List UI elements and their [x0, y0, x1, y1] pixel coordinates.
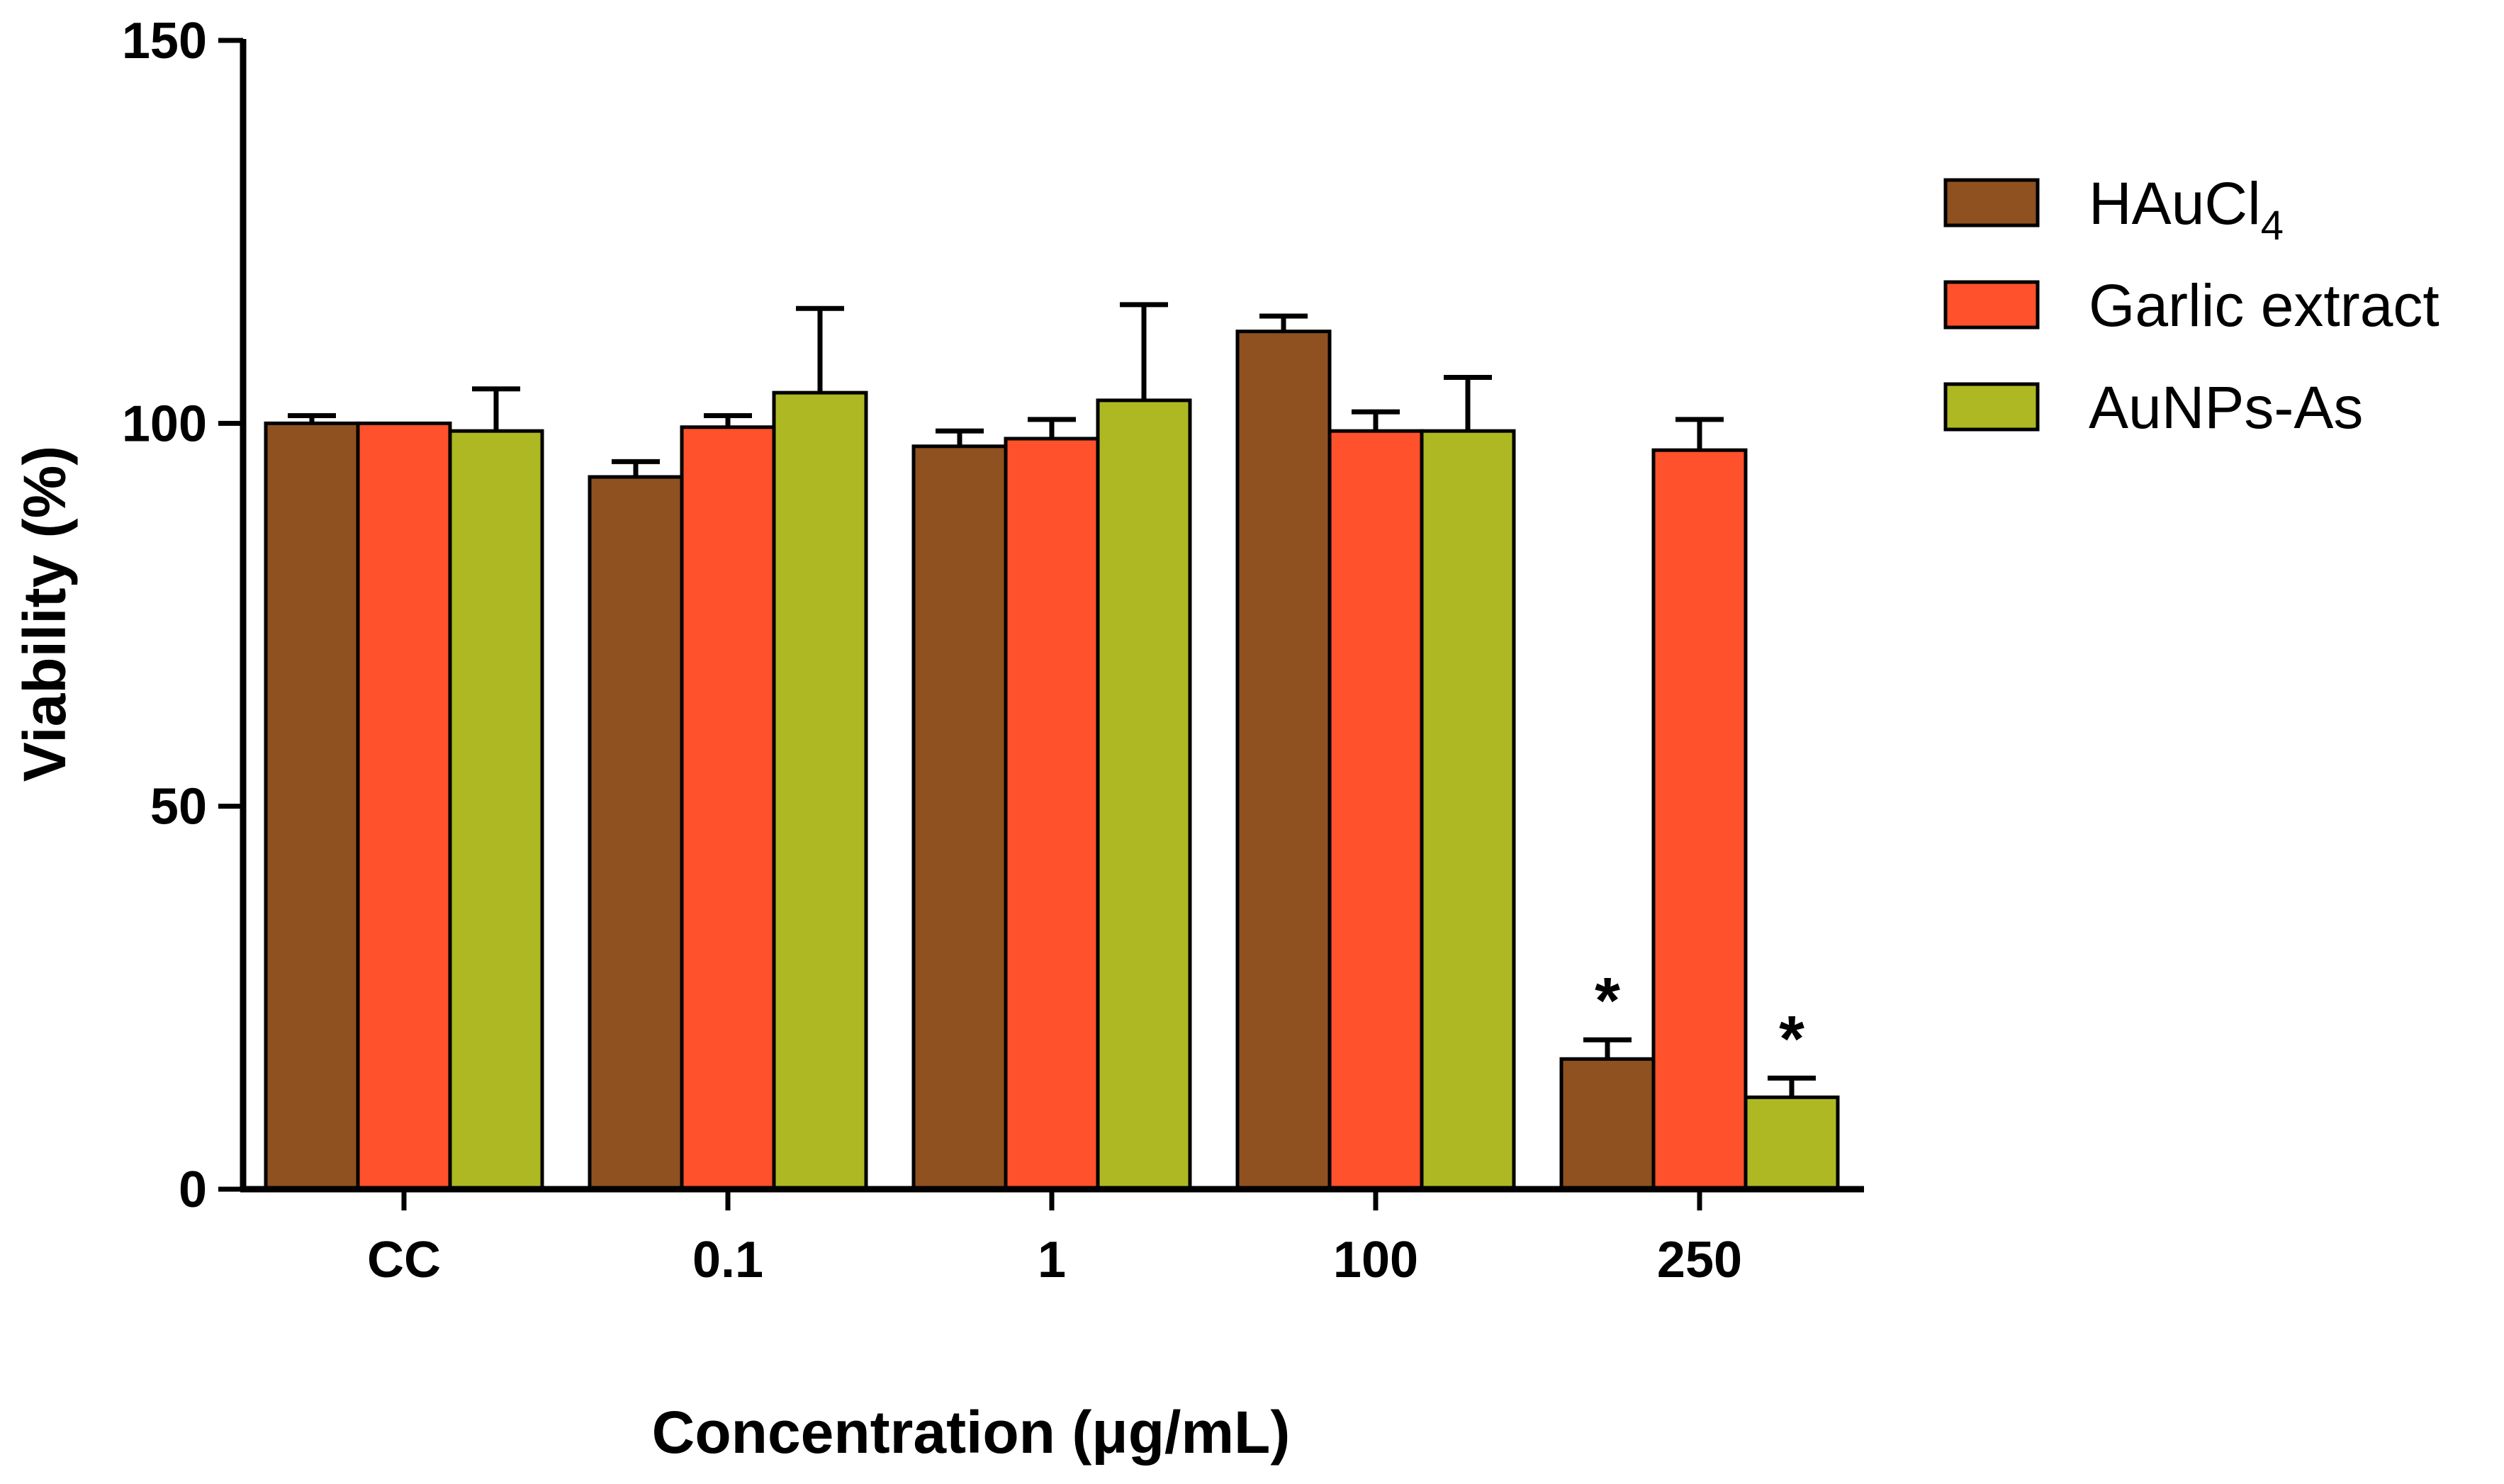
bar-haucl-0.1 — [588, 475, 684, 1191]
y-tick-label-0: 0 — [179, 1162, 207, 1218]
bar-haucl-100 — [1235, 330, 1332, 1191]
legend: HAuCl4 Garlic extract AuNPs-As — [1943, 170, 2440, 441]
x-tick-label-250: 250 — [1657, 1232, 1742, 1288]
legend-swatch-aunps-as — [1943, 382, 2040, 432]
x-tick-label-1: 1 — [1038, 1232, 1066, 1288]
bar-haucl-250 — [1559, 1057, 1656, 1191]
bar-garlic-extract-0.1 — [680, 425, 776, 1191]
bar-aunps-as-0.1 — [772, 390, 868, 1191]
legend-label-haucl: HAuCl4 — [2089, 170, 2284, 249]
ticks-layer: CC 0.1 1 100 250 0 50 100 150 — [122, 13, 1742, 1288]
legend-label-aunps-as: AuNPs-As — [2089, 374, 2363, 441]
error-bars-layer — [288, 302, 1816, 1098]
legend-swatch-haucl — [1943, 178, 2040, 227]
significance-marker-1: * — [1595, 965, 1620, 1037]
bar-aunps-as-250 — [1744, 1095, 1840, 1191]
bar-garlic-extract-250 — [1651, 448, 1748, 1191]
x-axis-title: Concentration (μg/mL) — [652, 1399, 1291, 1466]
bars-layer — [264, 330, 1840, 1191]
legend-swatch-garlic-extract — [1943, 280, 2040, 330]
x-tick-label-0.1: 0.1 — [692, 1232, 763, 1288]
bar-aunps-as-100 — [1420, 429, 1516, 1191]
bar-aunps-as-1 — [1096, 398, 1192, 1191]
x-tick-label-CC: CC — [367, 1232, 441, 1288]
bar-garlic-extract-100 — [1327, 429, 1424, 1191]
bar-aunps-as-CC — [448, 429, 544, 1191]
bar-haucl-1 — [911, 444, 1008, 1191]
significance-marker-2: * — [1779, 1003, 1804, 1075]
y-axis-title: Viability (%) — [11, 446, 78, 782]
y-tick-label-100: 100 — [122, 395, 207, 452]
bar-garlic-extract-CC — [356, 421, 452, 1191]
y-tick-label-150: 150 — [122, 13, 207, 69]
annotations-layer: ** — [1595, 965, 1804, 1075]
x-tick-label-100: 100 — [1333, 1232, 1418, 1288]
legend-label-garlic-extract: Garlic extract — [2089, 272, 2440, 339]
y-tick-label-50: 50 — [150, 779, 207, 836]
bar-haucl-CC — [264, 421, 360, 1191]
bar-garlic-extract-1 — [1004, 437, 1100, 1191]
